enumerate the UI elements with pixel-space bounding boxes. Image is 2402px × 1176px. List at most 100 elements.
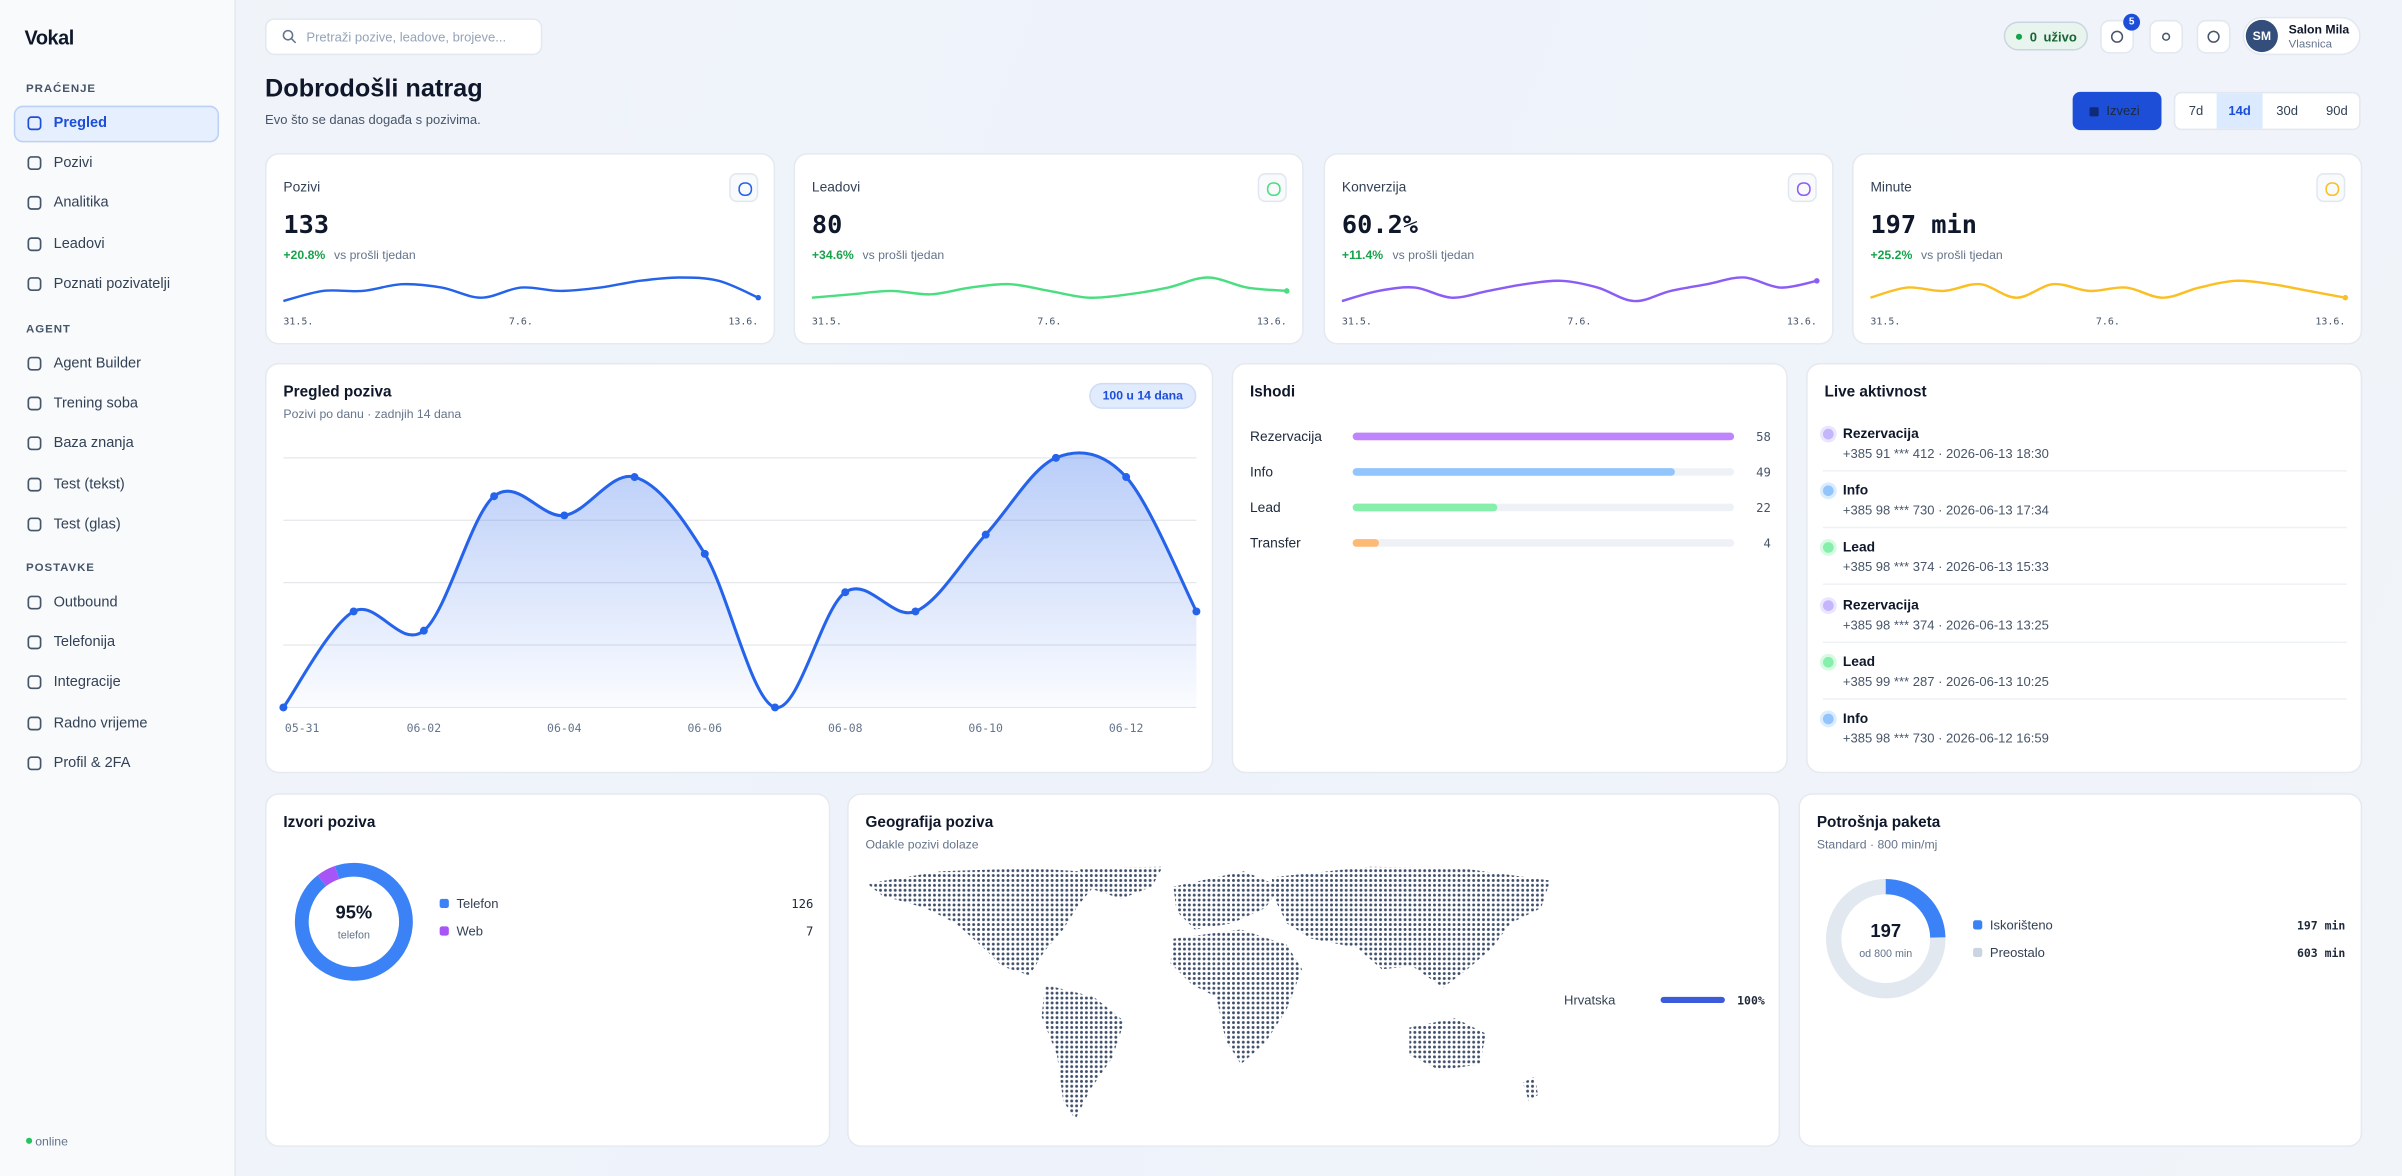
nav-item[interactable]: Agent Builder xyxy=(53,355,142,373)
x-tick-label: 06-04 xyxy=(547,721,582,735)
gauge-card: Potrošnja paketa Standard · 800 min/mj Isk… xyxy=(1798,793,2363,1147)
nav-item[interactable]: Pozivi xyxy=(53,154,93,172)
icon xyxy=(27,477,42,491)
settings-button[interactable] xyxy=(2196,19,2231,54)
card-title: Pregled poziva xyxy=(283,384,392,402)
sparkline-end xyxy=(1284,288,1290,294)
legend-swatch xyxy=(439,926,449,936)
sparkline-x-label: 13.6. xyxy=(2315,317,2345,328)
map-legend-value: 100% xyxy=(1737,994,1765,1008)
kpi-change-text: vs prošli tjedan xyxy=(333,248,416,262)
activity-label: Rezervacija xyxy=(1842,425,1919,441)
donut-segment xyxy=(317,866,340,887)
nav-item[interactable]: Outbound xyxy=(53,594,118,611)
donut-center: 95% xyxy=(335,902,372,923)
user-role: Vlasnica xyxy=(2288,36,2333,51)
nav-item[interactable]: Pregled xyxy=(53,114,108,132)
line-chart-card: Pregled poziva Pozivi po danu · zadnjih 1… xyxy=(265,362,1214,774)
landmass xyxy=(1170,929,1303,1065)
kpi-icon xyxy=(729,173,759,203)
range-option[interactable]: 30d xyxy=(2276,102,2298,118)
icon-shape xyxy=(27,156,42,171)
gauge-chart: Iskorišteno 197 min Preostalo 603 min 197 od … xyxy=(1826,878,2345,999)
point xyxy=(1192,607,1201,616)
activity-label: Info xyxy=(1842,482,1869,498)
point xyxy=(490,492,499,501)
kpi-card: Konverzija 60.2% +11.4% vs prošli tjedan 31.… xyxy=(1323,153,1834,345)
legend-label: Web xyxy=(457,924,484,939)
line xyxy=(282,451,1198,709)
nav-item[interactable]: Integracije xyxy=(53,674,121,692)
section-title: PRAĆENJE xyxy=(26,81,96,95)
nav-item[interactable]: Poznati pozivatelji xyxy=(53,275,171,293)
pie-card: Izvori poziva Telefon 126 Web 7 95% telefon xyxy=(265,793,831,1147)
live-pill: 0 uživo xyxy=(2003,21,2088,51)
sparkline-end xyxy=(2342,294,2349,301)
icon xyxy=(27,715,42,730)
sparkline-x-label: 13.6. xyxy=(1787,317,1817,328)
nav-item[interactable]: Telefonija xyxy=(53,634,116,652)
notification-badge: 5 xyxy=(2123,13,2141,31)
sparkline: 31.5. 7.6. 13.6. xyxy=(811,276,1290,328)
search-box[interactable]: Pretraži pozive, leadove, brojeve... xyxy=(265,18,543,56)
export-label: Izvezi xyxy=(2106,102,2140,118)
icon xyxy=(27,675,42,690)
legend-value: 197 min xyxy=(2297,918,2345,932)
theme-button[interactable] xyxy=(2149,19,2183,54)
bar-value: 49 xyxy=(1756,466,1771,480)
page-subtitle: Evo što se danas događa s pozivima. xyxy=(265,111,481,128)
icon-shape xyxy=(27,436,42,451)
kpi-label: Minute xyxy=(1870,179,1912,195)
landmass xyxy=(867,868,1094,976)
card-title: Geografija poziva xyxy=(865,814,994,832)
export-button[interactable]: Izvezi xyxy=(2072,91,2162,131)
nav-item[interactable]: Radno vrijeme xyxy=(53,714,148,732)
activity-dot xyxy=(1822,485,1834,497)
bar-label: Lead xyxy=(1250,500,1281,515)
search-icon-shape xyxy=(290,38,297,44)
range-option[interactable]: 7d xyxy=(2188,102,2204,118)
bar-value: 58 xyxy=(1756,430,1771,444)
kpi-icon-shape xyxy=(738,182,753,196)
nav-item[interactable]: Baza znanja xyxy=(53,435,134,453)
bar xyxy=(1352,503,1498,512)
kpi-label: Konverzija xyxy=(1341,179,1407,195)
bar-label: Transfer xyxy=(1250,536,1301,551)
range-option[interactable]: 14d xyxy=(2216,93,2263,129)
card-title: Izvori poziva xyxy=(283,814,376,832)
nav-item[interactable]: Test (tekst) xyxy=(53,475,125,493)
landmass xyxy=(1173,871,1281,930)
donut-chart: Telefon 126 Web 7 95% telefon xyxy=(294,862,813,981)
nav-item[interactable]: Leadovi xyxy=(53,235,105,253)
card-subtitle: Pozivi po danu · zadnjih 14 dana xyxy=(283,407,462,422)
badge: 100 u 14 dana xyxy=(1089,382,1197,409)
nav-item[interactable]: Test (glas) xyxy=(53,515,121,533)
nav-item[interactable]: Analitika xyxy=(53,195,109,212)
user-menu[interactable]: SM Salon Mila Vlasnica xyxy=(2242,16,2361,56)
activity-label: Lead xyxy=(1842,539,1876,555)
icon-shape xyxy=(27,196,42,211)
icon-shape xyxy=(27,236,42,251)
sidebar: Vokal online PRAĆENJE Pregled Pozivi Analit… xyxy=(0,0,236,1176)
sparkline-x-label: 7.6. xyxy=(1037,317,1061,328)
nav-item[interactable]: Profil & 2FA xyxy=(53,754,131,772)
user-name: Salon Mila xyxy=(2288,22,2350,37)
nav-item[interactable]: Trening soba xyxy=(53,395,139,413)
x-tick-label: 06-02 xyxy=(407,721,442,735)
sparkline: 31.5. 7.6. 13.6. xyxy=(1341,276,1820,328)
range-option[interactable]: 90d xyxy=(2326,102,2348,118)
bar-value: 22 xyxy=(1756,501,1771,515)
sparkline-x-label: 31.5. xyxy=(1342,317,1372,328)
activity-detail: +385 91 *** 412 · 2026-06-13 18:30 xyxy=(1842,445,2049,461)
kpi-label: Leadovi xyxy=(811,179,861,195)
kpi-card: Leadovi 80 +34.6% vs prošli tjedan 31.5. 7.6.… xyxy=(793,153,1304,345)
legend-value: 603 min xyxy=(2297,946,2345,960)
kpi-label: Pozivi xyxy=(283,179,321,195)
point xyxy=(841,588,850,597)
separator xyxy=(1822,470,2347,472)
legend-swatch xyxy=(439,898,449,909)
section-title: POSTAVKE xyxy=(26,560,95,575)
kpi-icon xyxy=(1257,173,1287,203)
